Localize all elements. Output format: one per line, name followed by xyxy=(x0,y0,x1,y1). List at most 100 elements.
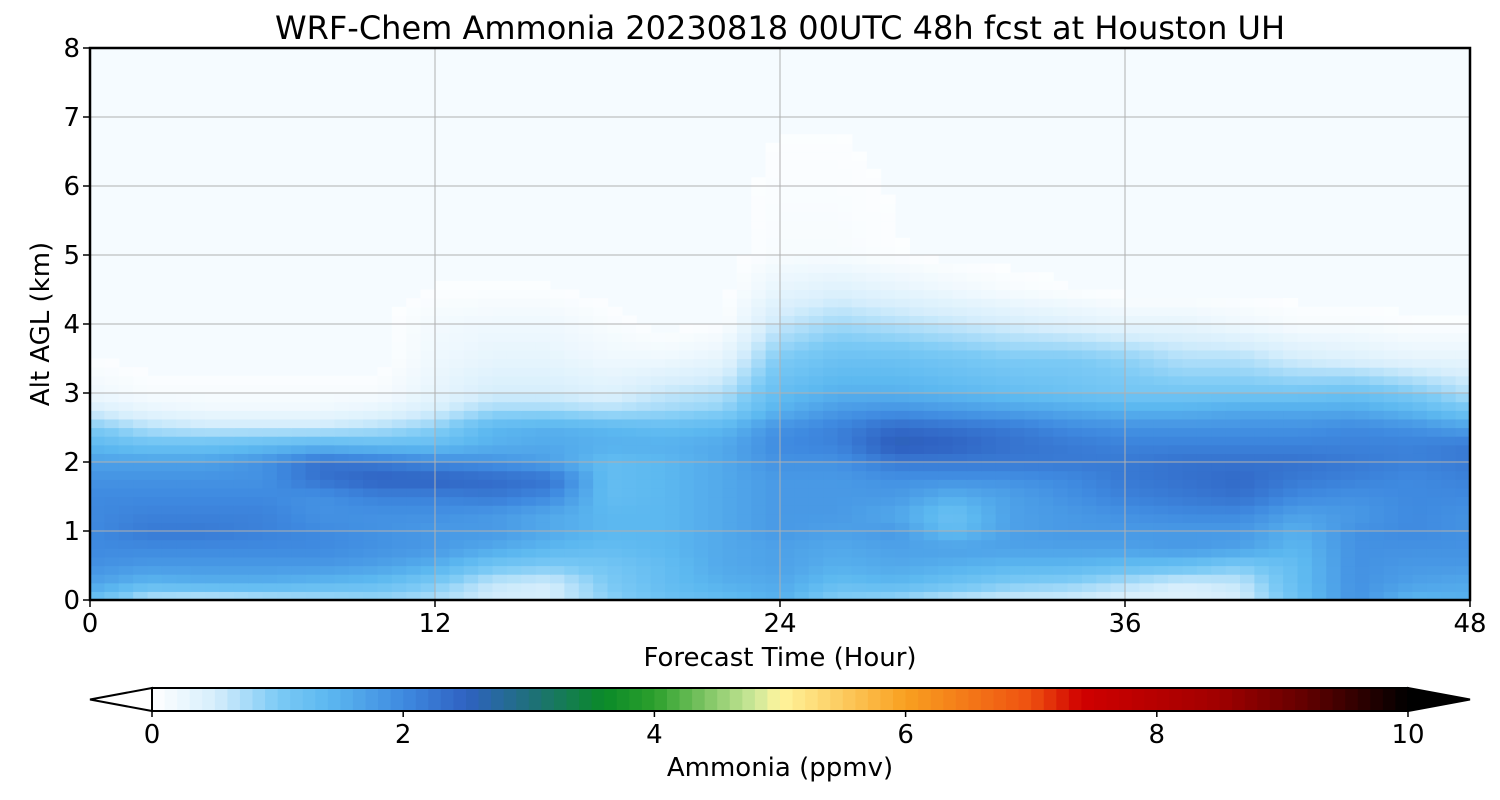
heatmap-cell xyxy=(550,332,565,342)
heatmap-cell xyxy=(248,444,264,454)
heatmap-cell xyxy=(837,341,853,351)
heatmap-cell xyxy=(521,375,537,385)
heatmap-cell xyxy=(305,462,321,472)
heatmap-cell xyxy=(147,513,163,523)
heatmap-cell xyxy=(1081,565,1097,575)
heatmap-cell xyxy=(966,289,982,299)
heatmap-cell xyxy=(1426,531,1442,541)
heatmap-cell xyxy=(176,565,192,575)
heatmap-cell xyxy=(1426,384,1442,394)
heatmap-cell xyxy=(492,289,508,299)
heatmap-cell xyxy=(736,418,752,429)
heatmap-cell xyxy=(837,220,853,230)
heatmap-cell xyxy=(995,298,1011,308)
heatmap-cell xyxy=(133,487,149,498)
heatmap-cell xyxy=(866,220,882,230)
heatmap-cell xyxy=(1355,591,1370,601)
heatmap-cell xyxy=(837,375,853,385)
heatmap-cell xyxy=(1182,306,1198,316)
heatmap-cell xyxy=(391,306,407,316)
heatmap-cell xyxy=(262,410,278,420)
heatmap-cell xyxy=(90,444,105,454)
heatmap-cell xyxy=(1168,315,1184,325)
heatmap-cell xyxy=(478,401,494,411)
heatmap-cell xyxy=(794,280,810,291)
heatmap-cell xyxy=(895,384,910,394)
heatmap-cell xyxy=(406,591,422,601)
heatmap-cell xyxy=(765,177,781,187)
heatmap-cell xyxy=(1067,349,1083,360)
heatmap-cell xyxy=(1038,272,1054,282)
heatmap-cell xyxy=(1369,582,1385,592)
heatmap-cell xyxy=(90,358,105,368)
heatmap-cell xyxy=(463,522,479,532)
heatmap-cell xyxy=(435,410,450,420)
heatmap-cell xyxy=(765,505,781,515)
colorbar-segment xyxy=(277,688,291,711)
heatmap-cell xyxy=(334,565,350,575)
heatmap-cell xyxy=(219,462,235,472)
heatmap-cell xyxy=(262,436,278,446)
heatmap-cell xyxy=(391,393,407,403)
heatmap-cell xyxy=(607,410,623,420)
heatmap-cell xyxy=(751,487,767,498)
heatmap-cell xyxy=(693,375,709,385)
heatmap-cell xyxy=(564,367,580,377)
heatmap-cell xyxy=(420,444,436,454)
heatmap-cell xyxy=(708,367,724,377)
heatmap-cell xyxy=(1225,591,1241,601)
heatmap-cell xyxy=(923,436,939,446)
heatmap-cell xyxy=(751,496,767,506)
heatmap-cell xyxy=(794,496,810,506)
heatmap-cell xyxy=(665,531,680,541)
heatmap-cell xyxy=(851,341,867,351)
heatmap-cell xyxy=(535,280,551,291)
heatmap-cell xyxy=(823,453,839,463)
heatmap-cell xyxy=(909,272,925,282)
heatmap-cell xyxy=(1326,367,1342,377)
heatmap-cell xyxy=(851,582,867,592)
heatmap-cell xyxy=(564,556,580,567)
heatmap-cell xyxy=(722,453,738,463)
heatmap-cell xyxy=(650,418,666,429)
heatmap-cell xyxy=(205,531,220,541)
heatmap-cell xyxy=(966,531,982,541)
heatmap-cell xyxy=(1268,470,1284,480)
heatmap-cell xyxy=(1369,436,1385,446)
heatmap-cell xyxy=(837,177,853,187)
heatmap-cell xyxy=(1182,324,1198,334)
heatmap-cell xyxy=(435,453,450,463)
heatmap-cell xyxy=(420,332,436,342)
colorbar-segment xyxy=(177,688,191,711)
heatmap-cell xyxy=(219,375,235,385)
heatmap-cell xyxy=(607,496,623,506)
heatmap-cell xyxy=(938,401,954,411)
heatmap-cell xyxy=(823,298,839,308)
heatmap-cell xyxy=(535,539,551,549)
heatmap-cell xyxy=(1067,324,1083,334)
heatmap-cell xyxy=(1067,565,1083,575)
heatmap-cell xyxy=(578,513,594,523)
heatmap-cell xyxy=(492,582,508,592)
heatmap-cell xyxy=(391,548,407,558)
heatmap-cell xyxy=(104,462,120,472)
colorbar-segment xyxy=(1382,688,1397,711)
heatmap-cell xyxy=(1196,513,1212,523)
heatmap-cell xyxy=(1110,324,1126,334)
heatmap-cell xyxy=(564,298,580,308)
heatmap-cell xyxy=(463,496,479,506)
heatmap-cell xyxy=(780,194,795,204)
heatmap-cell xyxy=(305,522,321,532)
heatmap-cell xyxy=(765,324,781,334)
heatmap-cell xyxy=(679,470,695,480)
heatmap-cell xyxy=(923,505,939,515)
heatmap-cell xyxy=(363,410,379,420)
heatmap-cell xyxy=(981,539,997,549)
heatmap-cell xyxy=(449,393,465,403)
heatmap-cell xyxy=(866,384,882,394)
heatmap-cell xyxy=(1283,462,1299,472)
heatmap-cell xyxy=(578,479,594,489)
heatmap-cell xyxy=(1153,565,1169,575)
heatmap-cell xyxy=(607,470,623,480)
heatmap-cell xyxy=(1369,496,1385,506)
